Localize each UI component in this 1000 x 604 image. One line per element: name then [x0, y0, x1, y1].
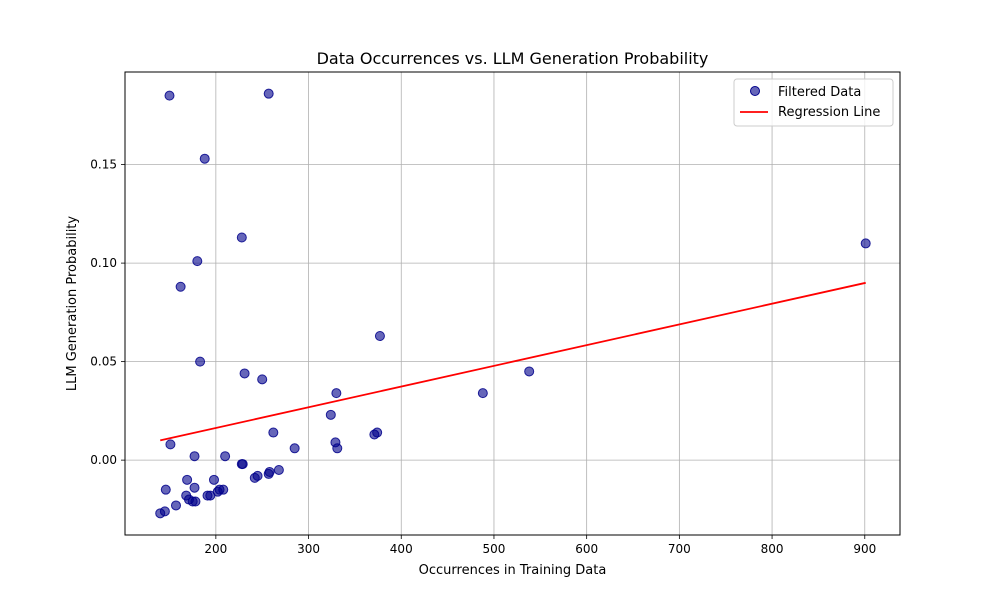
y-tick-label: 0.10 — [90, 256, 117, 270]
x-tick-label: 600 — [575, 542, 598, 556]
scatter-point — [190, 496, 201, 507]
x-tick-label: 500 — [483, 542, 506, 556]
scatter-point — [195, 356, 206, 367]
legend-marker-filtered-data — [750, 86, 760, 96]
y-tick-label: 0.05 — [90, 355, 117, 369]
x-axis-ticks: 200 300 400 500 600 700 800 900 — [204, 535, 876, 556]
scatter-point — [268, 427, 279, 438]
scatter-point — [164, 90, 175, 101]
scatter-point — [374, 331, 385, 342]
scatter-point — [249, 472, 260, 483]
scatter-point — [199, 153, 210, 164]
plot-area-frame — [124, 71, 901, 536]
scatter-point — [477, 388, 488, 399]
scatter-point — [189, 482, 200, 493]
scatter-point — [257, 374, 268, 385]
scatter-point — [332, 443, 343, 454]
scatter-point — [208, 474, 219, 485]
x-tick-label: 400 — [390, 542, 413, 556]
scatter-point — [236, 232, 247, 243]
x-tick-label: 800 — [761, 542, 784, 556]
x-tick-label: 700 — [668, 542, 691, 556]
regression-line-layer — [160, 281, 866, 442]
y-tick-label: 0.00 — [90, 453, 117, 467]
chart-title: Data Occurrences vs. LLM Generation Prob… — [317, 49, 709, 68]
scatter-point — [524, 366, 535, 377]
x-tick-label: 300 — [297, 542, 320, 556]
scatter-point — [170, 500, 181, 511]
x-axis-label: Occurrences in Training Data — [419, 563, 607, 578]
scatter-point — [372, 427, 383, 438]
scatter-point — [331, 388, 342, 399]
scatter-point — [202, 490, 213, 501]
x-tick-label: 900 — [853, 542, 876, 556]
scatter-point — [325, 409, 336, 420]
scatter-point — [860, 238, 871, 249]
scatter-point — [237, 459, 248, 470]
scatter-point — [175, 281, 186, 292]
scatter-point — [263, 468, 274, 479]
scatter-point — [192, 256, 203, 267]
legend-label-filtered-data: Filtered Data — [778, 85, 861, 100]
scatter-point — [273, 464, 284, 475]
scatter-point — [155, 508, 166, 519]
legend: Filtered Data Regression Line — [733, 78, 894, 127]
scatter-point — [165, 439, 176, 450]
scatter-point — [289, 443, 300, 454]
legend-label-regression-line: Regression Line — [778, 105, 880, 120]
y-axis-ticks: 0.00 0.05 0.10 0.15 — [90, 158, 125, 467]
scatter-point — [160, 484, 171, 495]
regression-line — [160, 281, 866, 442]
scatter-point — [220, 451, 231, 462]
scatter-point — [182, 474, 193, 485]
scatter-point — [263, 88, 274, 99]
scatter-point — [189, 451, 200, 462]
x-tick-label: 200 — [204, 542, 227, 556]
data-points — [155, 88, 871, 519]
scatter-point — [239, 368, 250, 379]
legend-box — [733, 78, 894, 127]
y-axis-label: LLM Generation Probability — [65, 216, 80, 392]
y-tick-label: 0.15 — [90, 158, 117, 172]
